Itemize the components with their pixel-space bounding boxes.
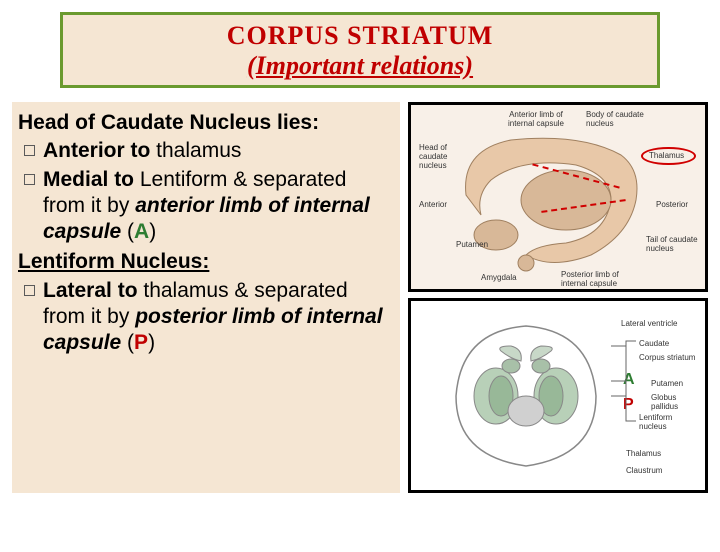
title-box: CORPUS STRIATUM (Important relations) [60, 12, 660, 88]
bullet3-red-p: P [134, 331, 148, 354]
label-posterior: Posterior [656, 200, 688, 209]
caudate-svg-icon [411, 105, 705, 289]
label-body: Body of caudate nucleus [586, 110, 646, 128]
heading-lentiform: Lentiform Nucleus: [18, 249, 394, 275]
bullet3-paren-close: ) [148, 331, 155, 354]
coronal-svg-icon [441, 321, 611, 471]
label-posterior-limb: Posterior limb of internal capsule [561, 270, 631, 288]
label-anterior-limb: Anterior limb of internal capsule [501, 110, 571, 128]
bullet3-to: to [118, 279, 144, 302]
bullet3-bold: Lateral [43, 279, 118, 302]
label-thalamus2: Thalamus [626, 449, 661, 458]
content-area: Head of Caudate Nucleus lies: Anterior t… [0, 102, 720, 493]
bullet-anterior: Anterior to thalamus [24, 138, 394, 164]
coronal-section-diagram: A P Lateral ventricle Caudate Corpus str… [408, 298, 708, 493]
label-anterior: Anterior [419, 200, 447, 209]
bullet1-rest: thalamus [156, 139, 241, 162]
caudate-lateral-diagram: Anterior limb of internal capsule Head o… [408, 102, 708, 292]
bullet1-to: to [131, 139, 157, 162]
bullet3-paren-open: ( [121, 331, 134, 354]
label-lat-ventricle: Lateral ventricle [621, 319, 677, 328]
bullet-marker-icon [24, 174, 35, 185]
bullet1-bold: Anterior [43, 139, 131, 162]
bullet-medial-text: Medial to Lentiform & separated from it … [43, 167, 394, 246]
label-putamen: Putamen [456, 240, 488, 249]
images-column: Anterior limb of internal capsule Head o… [408, 102, 708, 493]
bullet-marker-icon [24, 145, 35, 156]
bullet-lateral-text: Lateral to thalamus & separated from it … [43, 278, 394, 357]
bullet-lateral: Lateral to thalamus & separated from it … [24, 278, 394, 357]
bullet-anterior-text: Anterior to thalamus [43, 138, 394, 164]
label-claustrum: Claustrum [626, 466, 662, 475]
bullet2-paren-close: ) [149, 220, 156, 243]
bullet2-bold: Medial [43, 168, 114, 191]
bullet2-paren-open: ( [121, 220, 134, 243]
label-amygdala: Amygdala [481, 273, 517, 282]
label-putamen2: Putamen [651, 379, 683, 388]
label-head: Head of caudate nucleus [419, 143, 469, 170]
heading-caudate: Head of Caudate Nucleus lies: [18, 110, 394, 136]
bracket-icon [606, 336, 651, 436]
bullet2-to: to [114, 168, 140, 191]
bullet2-green-a: A [134, 220, 149, 243]
title-line2: (Important relations) [63, 51, 657, 81]
bullet-marker-icon [24, 285, 35, 296]
text-column: Head of Caudate Nucleus lies: Anterior t… [12, 102, 400, 493]
label-thalamus: Thalamus [649, 151, 684, 160]
label-tail: Tail of caudate nucleus [646, 235, 701, 253]
bullet-medial: Medial to Lentiform & separated from it … [24, 167, 394, 246]
title-line1: CORPUS STRIATUM [63, 21, 657, 51]
label-globus: Globus pallidus [651, 393, 701, 411]
